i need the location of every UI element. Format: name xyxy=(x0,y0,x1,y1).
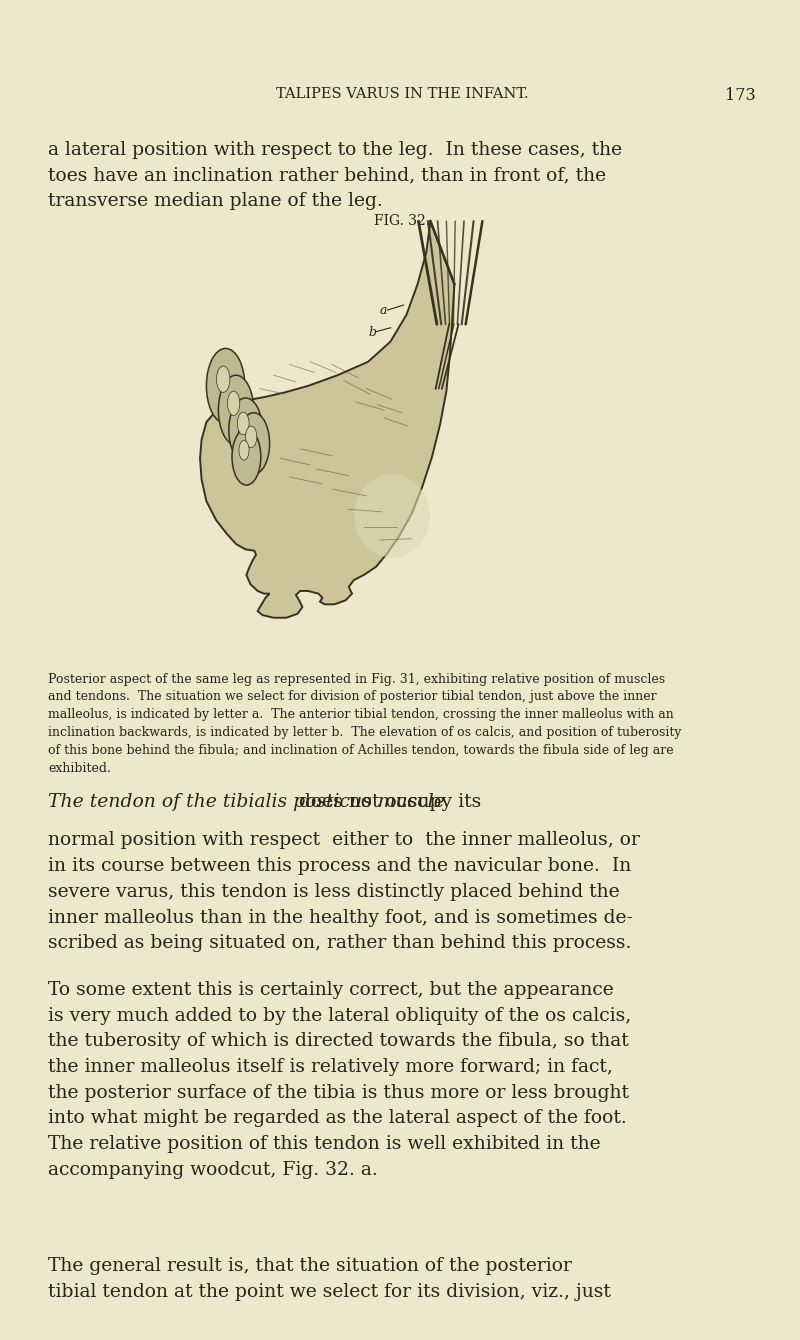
Text: normal position with respect  either to  the inner malleolus, or
in its course b: normal position with respect either to t… xyxy=(48,831,640,953)
Text: b: b xyxy=(368,326,376,339)
Text: a lateral position with respect to the leg.  In these cases, the
toes have an in: a lateral position with respect to the l… xyxy=(48,141,622,210)
Polygon shape xyxy=(200,221,454,618)
Ellipse shape xyxy=(232,429,261,485)
Ellipse shape xyxy=(218,375,254,445)
Ellipse shape xyxy=(239,441,249,460)
Text: The general result is, that the situation of the posterior
tibial tendon at the : The general result is, that the situatio… xyxy=(48,1257,611,1301)
Ellipse shape xyxy=(246,426,257,448)
Ellipse shape xyxy=(238,413,249,434)
Text: FIG. 32.: FIG. 32. xyxy=(374,214,430,228)
Ellipse shape xyxy=(354,474,430,557)
Text: To some extent this is certainly correct, but the appearance
is very much added : To some extent this is certainly correct… xyxy=(48,981,631,1179)
Text: does not occupy its: does not occupy its xyxy=(294,793,482,811)
Ellipse shape xyxy=(227,391,240,415)
Text: a: a xyxy=(379,304,386,318)
Text: 173: 173 xyxy=(726,87,756,105)
Ellipse shape xyxy=(229,398,262,462)
Text: TALIPES VARUS IN THE INFANT.: TALIPES VARUS IN THE INFANT. xyxy=(276,87,528,100)
Text: The tendon of the tibialis posticus muscle: The tendon of the tibialis posticus musc… xyxy=(48,793,445,811)
Ellipse shape xyxy=(238,413,270,474)
Ellipse shape xyxy=(206,348,245,423)
Ellipse shape xyxy=(217,366,230,393)
Text: Posterior aspect of the same leg as represented in Fig. 31, exhibiting relative : Posterior aspect of the same leg as repr… xyxy=(48,673,682,775)
